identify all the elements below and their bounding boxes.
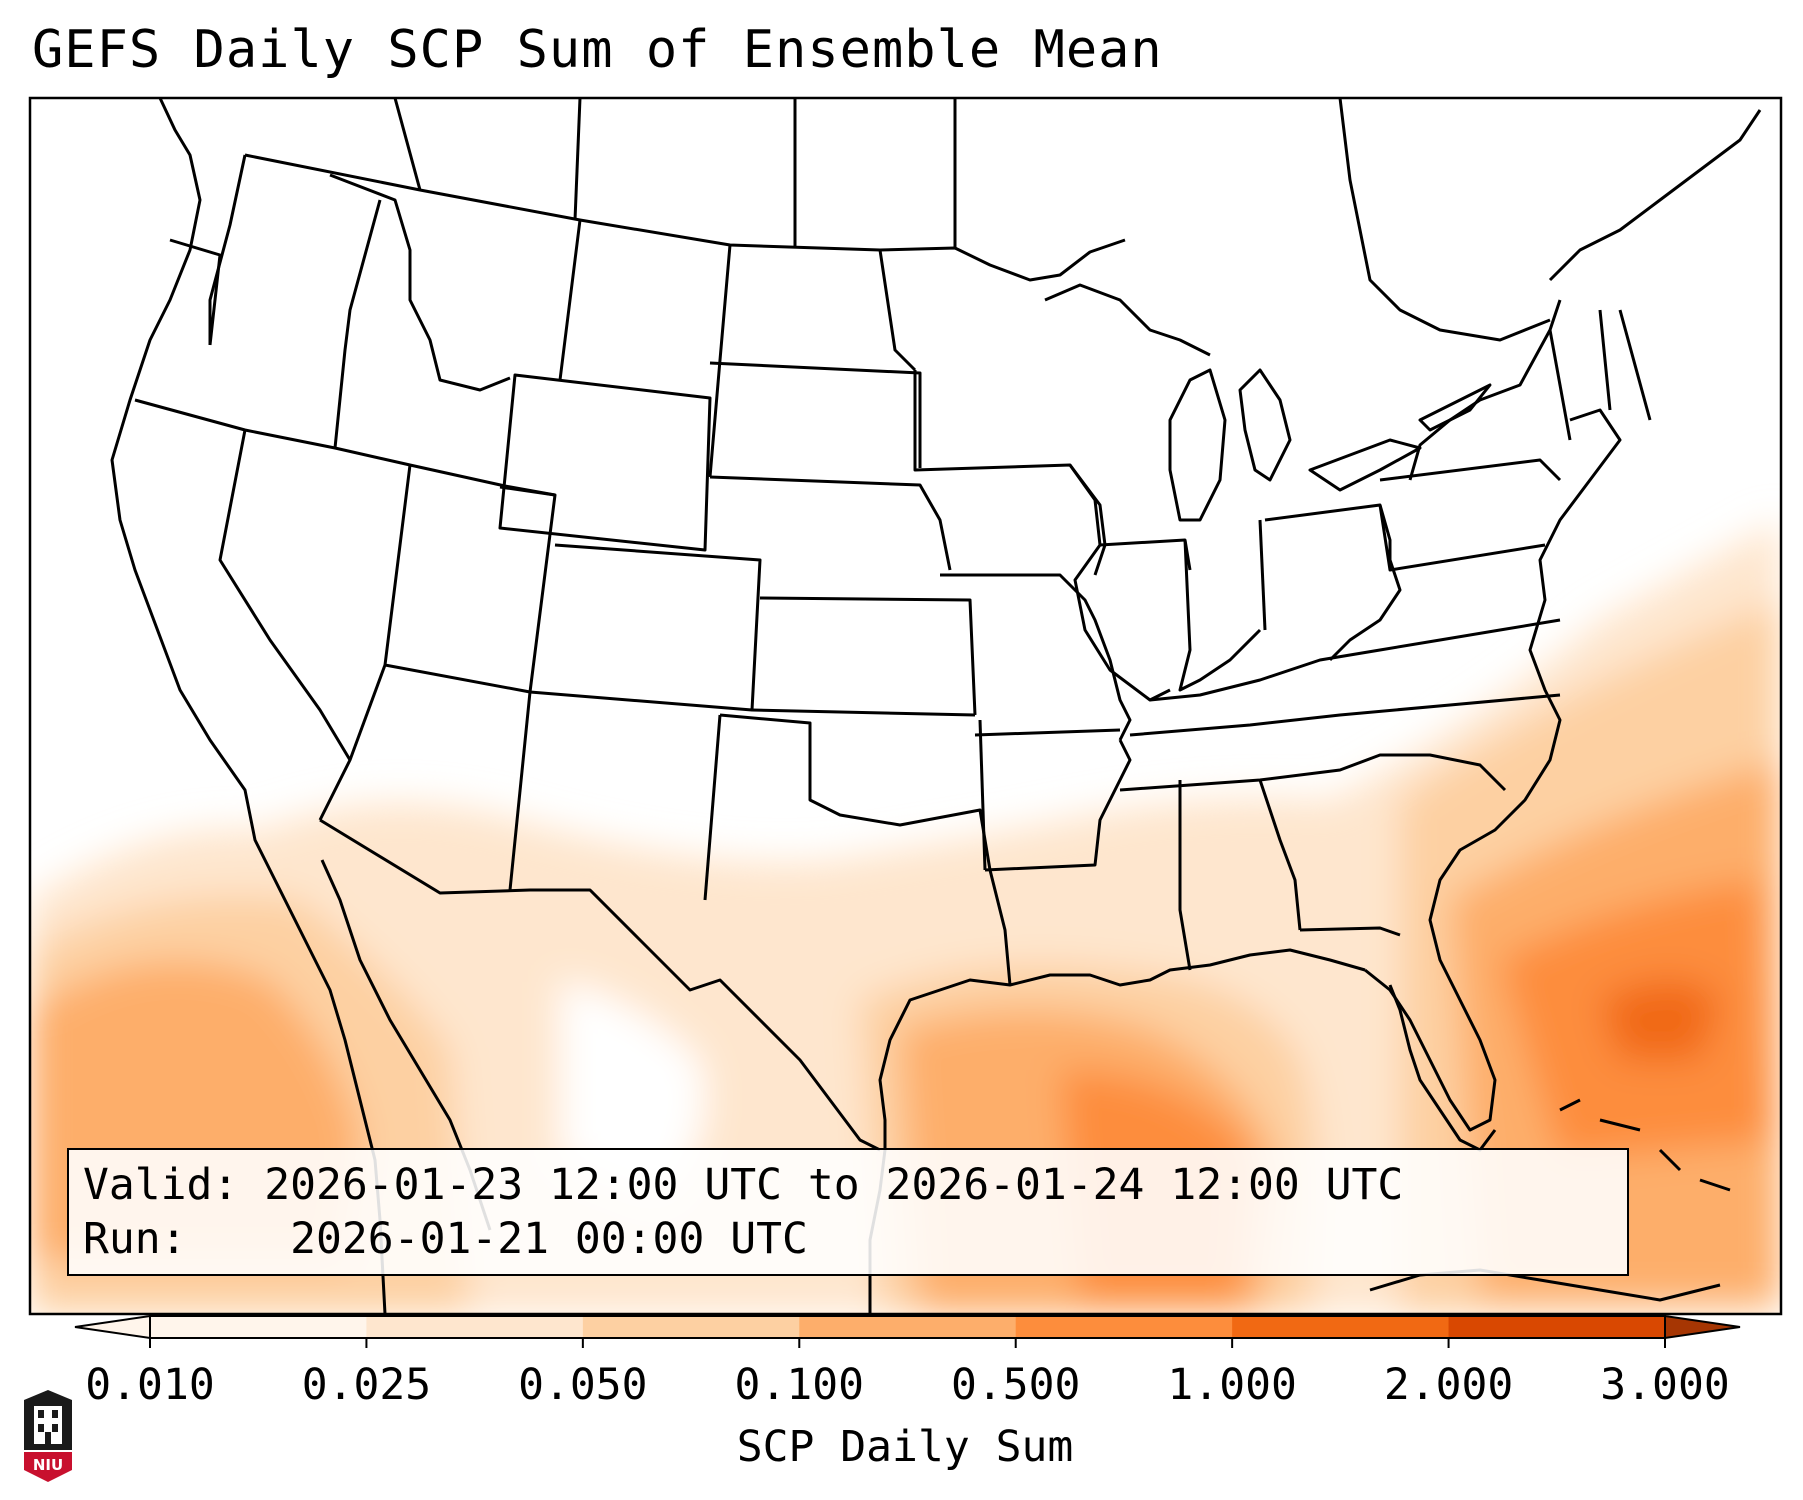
colorbar-segment <box>582 1316 800 1338</box>
colorbar-segment <box>1448 1316 1666 1338</box>
niu-logo <box>24 1390 72 1482</box>
colorbar-tick-label: 1.000 <box>1167 1360 1297 1410</box>
colorbar-tick-label: 0.010 <box>85 1360 215 1410</box>
colorbar-outline <box>149 1315 1666 1339</box>
valid-label: Valid: <box>83 1160 239 1210</box>
colorbar-segment <box>1015 1316 1233 1338</box>
colorbar-segment <box>1232 1316 1450 1338</box>
colorbar-tick-label: 2.000 <box>1383 1360 1514 1410</box>
colorbar-tick-label: 0.500 <box>950 1360 1081 1410</box>
run-label: Run: <box>83 1214 187 1264</box>
colorbar-tick-label: 3.000 <box>1600 1360 1730 1410</box>
colorbar-segment <box>150 1316 367 1338</box>
colorbar-segment <box>366 1316 584 1338</box>
colorbar-extend-low <box>74 1314 151 1340</box>
colorbar-extend-high <box>1664 1314 1741 1340</box>
map-title: GEFS Daily SCP Sum of Ensemble Mean <box>32 20 1163 80</box>
colorbar-tick-label: 0.025 <box>301 1360 432 1410</box>
valid-time: 2026-01-23 12:00 UTC to 2026-01-24 12:00… <box>264 1160 1404 1210</box>
niu-logo-text: NIU <box>32 1456 64 1474</box>
run-time: 2026-01-21 00:00 UTC <box>290 1214 808 1264</box>
colorbar-title: SCP Daily Sum <box>736 1422 1074 1472</box>
colorbar-segment <box>799 1316 1017 1338</box>
colorbar <box>74 1314 1741 1348</box>
colorbar-tick-label: 0.100 <box>734 1360 865 1410</box>
info-box: Valid: 2026-01-23 12:00 UTC to 2026-01-2… <box>67 1148 1629 1276</box>
colorbar-tick-label: 0.050 <box>518 1360 648 1410</box>
map-frame <box>28 96 1783 1316</box>
